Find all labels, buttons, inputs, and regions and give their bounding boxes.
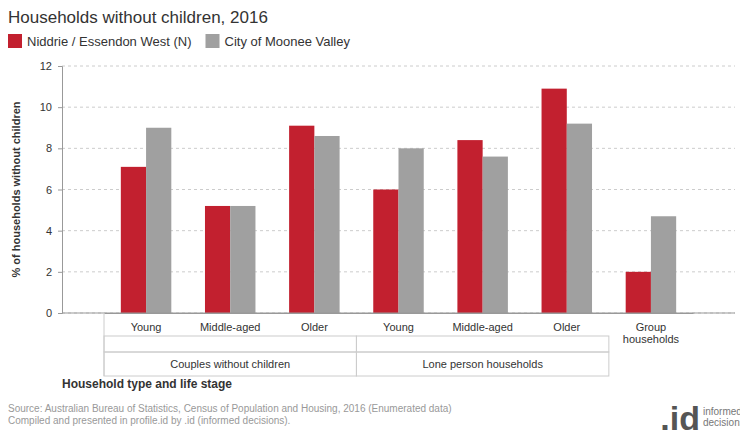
y-tick-label: 12 bbox=[40, 60, 52, 72]
x-tick-label: Grouphouseholds bbox=[623, 321, 680, 346]
x-axis-title: Household type and life stage bbox=[62, 377, 232, 391]
y-tick-label: 2 bbox=[46, 266, 52, 278]
grid-line bbox=[62, 107, 735, 108]
category-separator bbox=[104, 313, 105, 376]
y-tick-mark bbox=[58, 231, 62, 232]
chart: Households without children, 2016 Niddrie… bbox=[0, 0, 740, 440]
y-tick-mark bbox=[58, 148, 62, 149]
y-tick-label: 4 bbox=[46, 225, 52, 237]
source-note: Compiled and presented in profile.id by … bbox=[8, 415, 290, 426]
bars bbox=[121, 89, 676, 313]
legend-item: Niddrie / Essendon West (N) bbox=[8, 34, 192, 49]
y-tick-mark bbox=[58, 107, 62, 108]
x-tick-label: Young bbox=[383, 321, 414, 333]
title: Households without children, 2016 bbox=[8, 8, 268, 27]
category-group-box bbox=[356, 336, 608, 352]
x-tick-label: Young bbox=[131, 321, 162, 333]
category-group-box bbox=[356, 352, 608, 376]
legend-swatch bbox=[8, 34, 22, 48]
y-tick-label: 10 bbox=[40, 101, 52, 113]
category-group-label: Lone person households bbox=[422, 358, 543, 370]
bar bbox=[314, 136, 339, 313]
y-tick: 8 bbox=[46, 142, 62, 154]
source-note: Source: Australian Bureau of Statistics,… bbox=[8, 403, 452, 414]
bar bbox=[146, 128, 171, 313]
x-tick: Middle-aged bbox=[452, 313, 513, 333]
bar bbox=[651, 216, 676, 313]
y-tick-mark bbox=[58, 313, 62, 314]
logo-mark: .id bbox=[660, 399, 700, 437]
grid-line bbox=[62, 313, 735, 314]
bar bbox=[457, 140, 482, 313]
y-tick-mark bbox=[58, 66, 62, 67]
x-tick-label: Older bbox=[553, 321, 580, 333]
category-group-label: Couples without children bbox=[170, 358, 290, 370]
bar bbox=[205, 206, 230, 313]
bar bbox=[230, 206, 255, 313]
x-tick: Older bbox=[553, 313, 580, 333]
x-axis-line bbox=[105, 313, 694, 314]
logo-text: informed bbox=[703, 406, 740, 417]
x-tick: Middle-aged bbox=[200, 313, 261, 333]
category-groups: Couples without children Lone person hous… bbox=[104, 313, 609, 376]
category-group-box bbox=[104, 336, 356, 352]
bar bbox=[483, 157, 508, 313]
bar bbox=[289, 126, 314, 313]
grid bbox=[62, 66, 735, 313]
y-tick-mark bbox=[58, 272, 62, 273]
bar bbox=[399, 148, 424, 313]
x-tick-label: Older bbox=[301, 321, 328, 333]
grid-line bbox=[62, 66, 735, 67]
y-tick-label: 8 bbox=[46, 142, 52, 154]
bar bbox=[542, 89, 567, 313]
y-tick-label: 0 bbox=[46, 307, 52, 319]
x-tick-label: Middle-aged bbox=[200, 321, 261, 333]
y-tick: 6 bbox=[46, 184, 62, 196]
legend-swatch bbox=[206, 34, 220, 48]
y-tick: 10 bbox=[40, 101, 62, 113]
y-tick: 12 bbox=[40, 60, 62, 72]
y-axis-line bbox=[58, 67, 63, 314]
y-tick: 4 bbox=[46, 225, 62, 237]
y-tick: 2 bbox=[46, 266, 62, 278]
x-tick: Young bbox=[131, 313, 162, 333]
x-axis: Young Middle-aged Older Young Middle-aged Old… bbox=[105, 313, 694, 345]
x-tick-label: Middle-aged bbox=[452, 321, 513, 333]
x-tick: Older bbox=[301, 313, 328, 333]
bar bbox=[121, 167, 146, 313]
x-tick: Young bbox=[383, 313, 414, 333]
x-tick: Grouphouseholds bbox=[623, 313, 680, 345]
bar bbox=[626, 272, 651, 313]
x-axis-baseline bbox=[62, 313, 735, 314]
y-tick-label: 6 bbox=[46, 184, 52, 196]
category-group-box bbox=[104, 352, 356, 376]
legend-label: Niddrie / Essendon West (N) bbox=[27, 34, 192, 49]
y-axis-title: % of households without children bbox=[10, 101, 22, 277]
logo-text: decisions bbox=[703, 417, 740, 428]
legend: Niddrie / Essendon West (N) City of Moone… bbox=[8, 34, 350, 49]
y-tick: 0 bbox=[46, 307, 62, 319]
y-axis: 0 2 4 6 8 10 12 bbox=[40, 60, 63, 319]
bar bbox=[567, 124, 592, 313]
legend-label: City of Moonee Valley bbox=[225, 34, 351, 49]
bar bbox=[373, 190, 398, 314]
y-tick-mark bbox=[58, 190, 62, 191]
legend-item: City of Moonee Valley bbox=[206, 34, 351, 49]
